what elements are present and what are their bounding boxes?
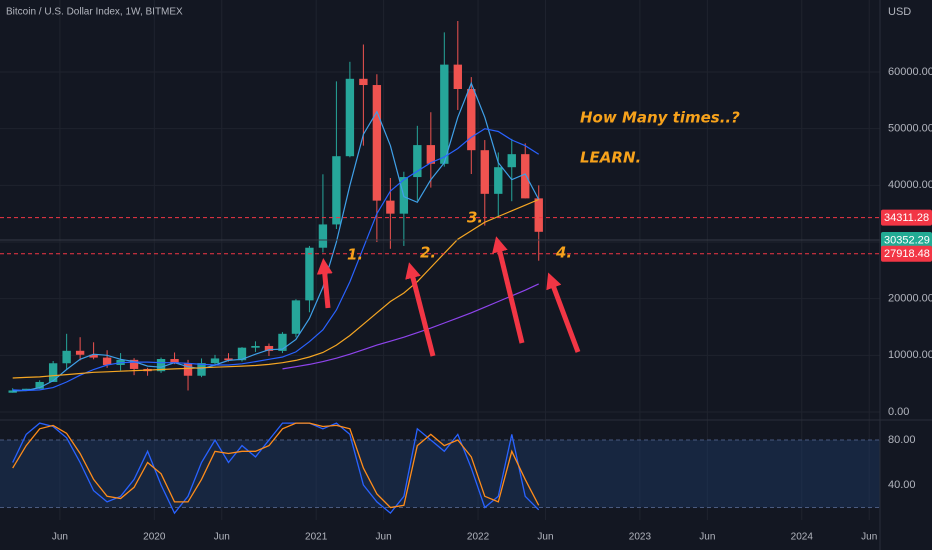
candle-body — [345, 78, 355, 157]
candle-body — [480, 150, 489, 194]
candle-body — [278, 333, 287, 351]
annotation: 4. — [555, 244, 572, 262]
price-tag-label: 30352.29 — [884, 234, 930, 246]
annotation: 2. — [420, 244, 436, 262]
candle-body — [156, 359, 166, 372]
candle-body — [264, 345, 274, 351]
candle-body — [413, 145, 422, 178]
y-tick-label: 60000.00 — [888, 66, 932, 78]
price-tag — [881, 209, 932, 226]
moving-average — [12, 198, 539, 379]
candle-body — [372, 85, 382, 201]
candle-body — [102, 357, 112, 365]
candle-body — [21, 388, 31, 391]
moving-average — [282, 283, 539, 370]
moving-average — [12, 128, 540, 392]
x-tick-label: 2021 — [305, 532, 328, 543]
price-tag-label: 27918.48 — [884, 248, 930, 260]
candle-body — [507, 154, 516, 168]
y-tick-label: 80.00 — [888, 434, 916, 446]
x-tick-label: 2020 — [143, 532, 166, 543]
annotation: How Many times..? — [580, 109, 740, 127]
x-tick-label: 2024 — [791, 532, 814, 543]
annotation: 1. — [347, 246, 363, 264]
candle-body — [210, 358, 220, 364]
candle-body — [35, 381, 44, 389]
x-tick-label: Jun — [376, 532, 392, 543]
x-tick-label: Jun — [699, 532, 715, 543]
price-tag — [881, 232, 932, 249]
y-tick-label: 20000.00 — [888, 293, 932, 305]
chart-title: Bitcoin / U.S. Dollar Index, 1W, BITMEX — [6, 7, 183, 18]
y-tick-label: 50000.00 — [888, 123, 932, 135]
candle-body — [62, 350, 71, 364]
candle-body — [332, 156, 341, 225]
candle-body — [318, 224, 328, 248]
y-tick-label: 0.00 — [888, 406, 909, 418]
candle-body — [453, 64, 462, 89]
price-pane — [0, 20, 880, 393]
candle-body — [8, 390, 17, 393]
candle-body — [291, 300, 301, 334]
moving-average — [12, 81, 540, 392]
y-tick-label: 10000.00 — [888, 349, 932, 361]
candle-body — [426, 145, 436, 164]
x-tick-label: 2022 — [467, 532, 490, 543]
x-tick-label: Jun — [861, 532, 877, 543]
candle-body — [440, 64, 449, 164]
candle-body — [183, 363, 193, 376]
y-tick-label: 40000.00 — [888, 179, 932, 191]
candle-body — [251, 345, 260, 348]
candle-body — [75, 350, 85, 355]
candle-body — [467, 88, 476, 151]
arrows — [316, 236, 581, 357]
currency-label: USD — [888, 6, 911, 18]
candle-body — [224, 358, 233, 361]
grid — [0, 0, 880, 520]
x-tick-label: Jun — [52, 532, 68, 543]
arrow — [546, 272, 581, 353]
candle-body — [89, 354, 98, 358]
price-tag-label: 34311.28 — [884, 212, 929, 224]
annotation: 3. — [467, 209, 483, 227]
candle-body — [237, 347, 247, 361]
candle-body — [386, 200, 395, 214]
arrow — [405, 262, 436, 357]
candle-body — [534, 198, 543, 232]
candle-body — [494, 167, 503, 194]
candle-body — [48, 363, 58, 382]
axes: 0.0010000.0020000.0030000.0040000.005000… — [52, 66, 932, 543]
candle-body — [305, 247, 314, 301]
band — [0, 440, 880, 508]
candle-body — [521, 154, 530, 199]
oscillator-line — [12, 422, 540, 509]
annotation: LEARN. — [580, 149, 641, 167]
candle-body — [170, 359, 179, 364]
x-tick-label: Jun — [214, 532, 230, 543]
arrow — [316, 258, 333, 309]
price-tag — [881, 245, 932, 262]
x-tick-label: 2023 — [629, 532, 652, 543]
candle-body — [359, 78, 368, 86]
y-tick-label: 40.00 — [888, 479, 916, 491]
arrow — [492, 236, 525, 344]
candle-body — [129, 359, 139, 369]
oscillator-pane — [0, 422, 880, 515]
x-tick-label: Jun — [537, 532, 553, 543]
